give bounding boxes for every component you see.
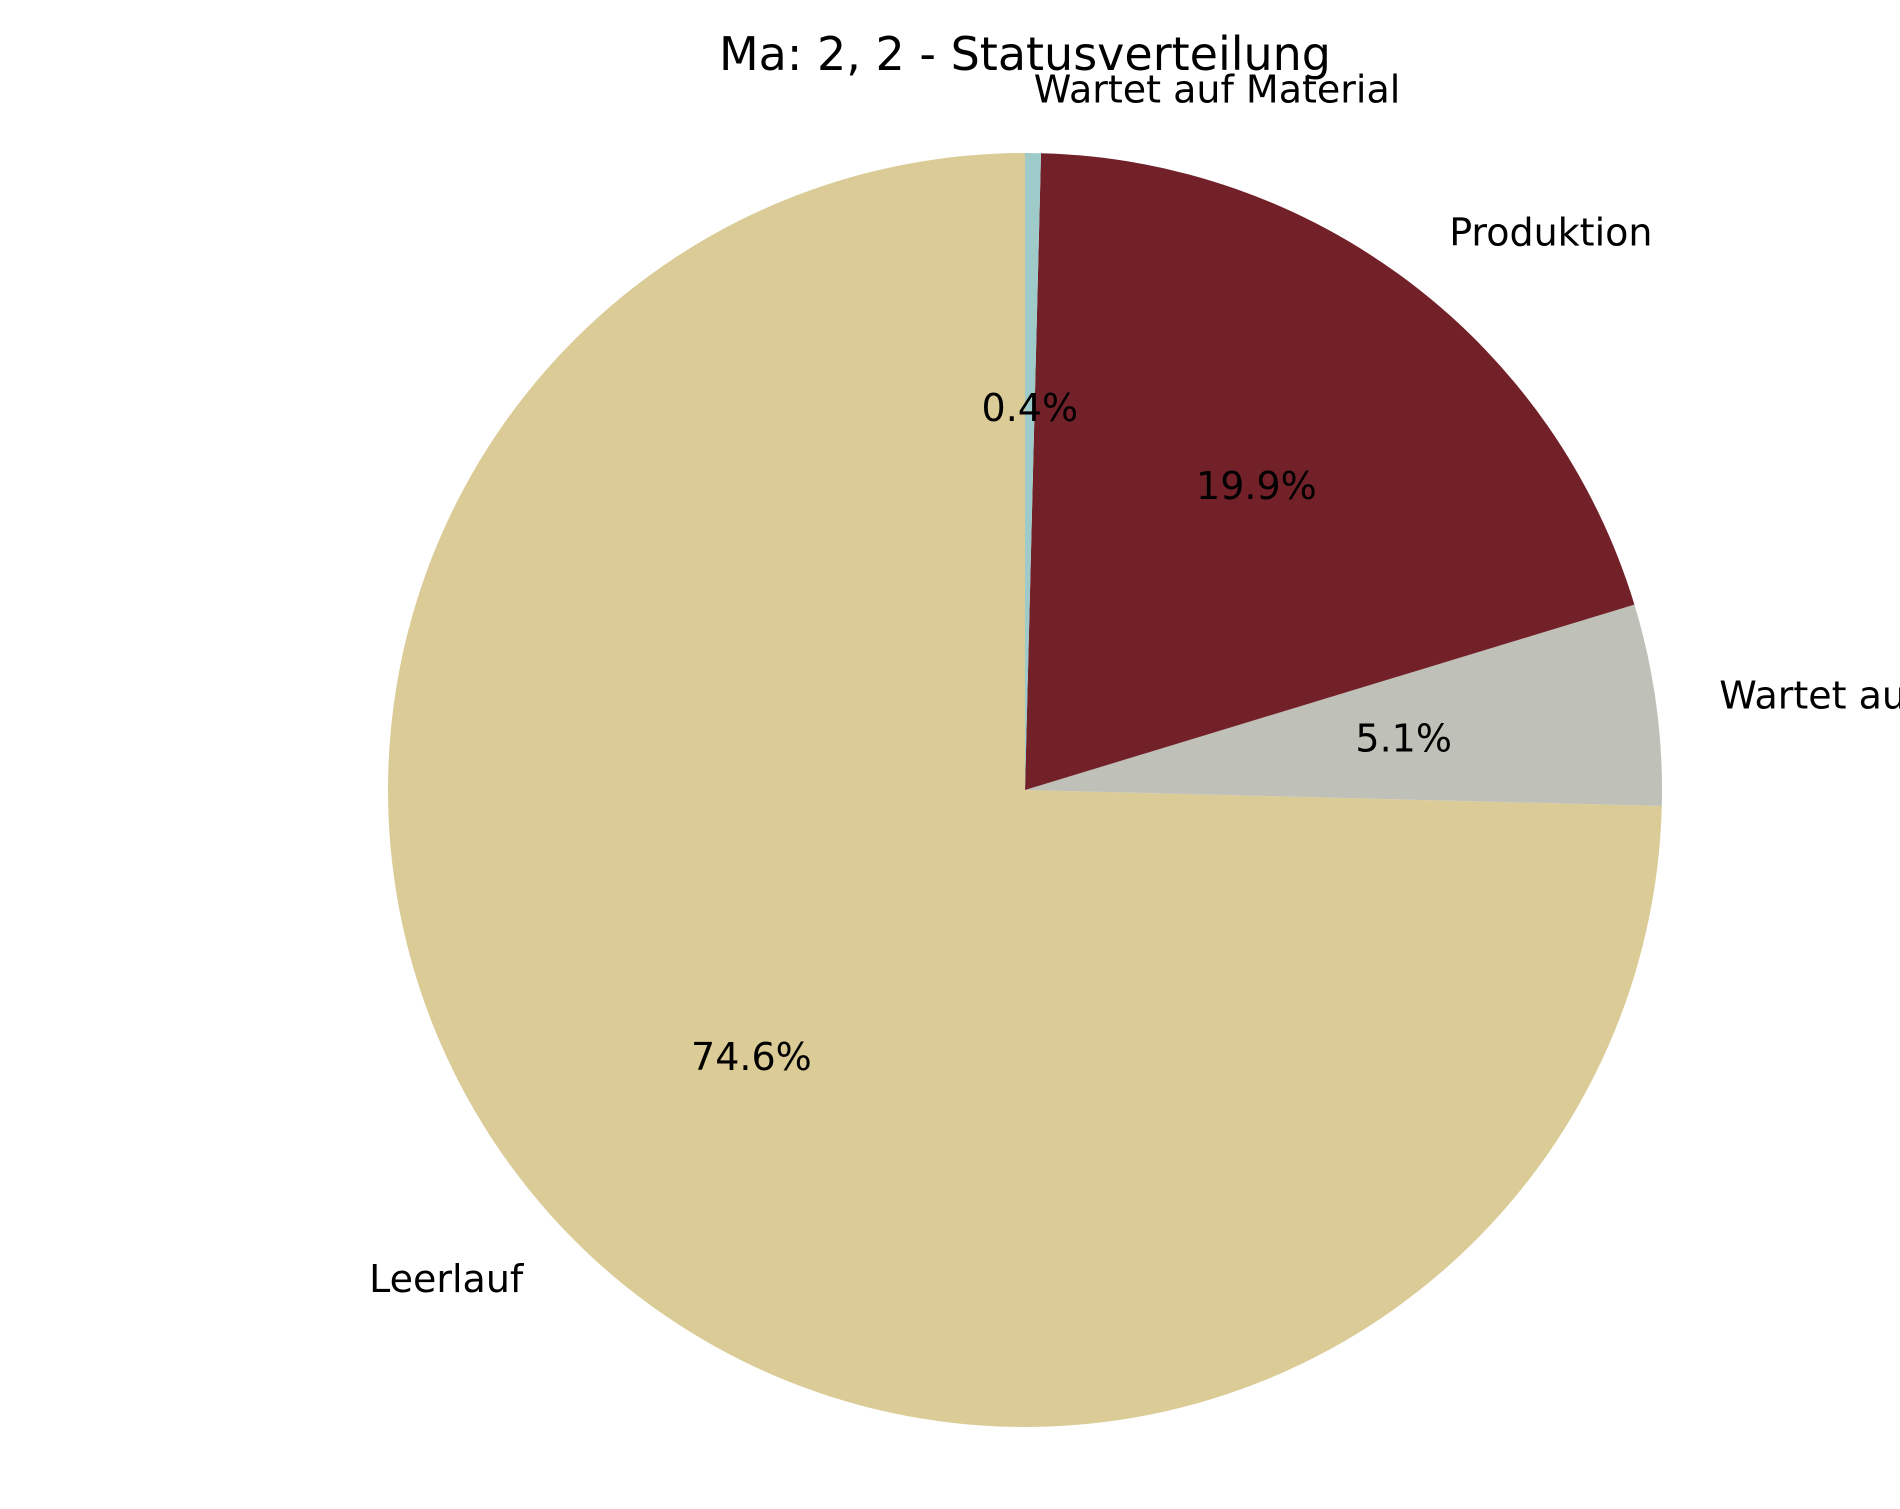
slice-label-1: Wartet auf WR — [1719, 674, 1900, 718]
slice-label-3: Wartet auf Material — [1034, 67, 1401, 111]
pie-slice-1 — [1025, 604, 1663, 807]
pie-slices — [388, 153, 1663, 1427]
pie-slice-2 — [1025, 153, 1635, 790]
slice-percent-2: 19.9% — [1196, 464, 1317, 508]
pie-slice-3 — [1025, 153, 1042, 790]
pie-labels: Leerlauf 74.6% Wartet auf WR 5.1% Produktion… — [369, 67, 1900, 1301]
slice-percent-3: 0.4% — [982, 386, 1079, 430]
slice-label-0: Leerlauf — [369, 1257, 525, 1301]
pie-slice-0 — [388, 153, 1662, 1427]
slice-percent-0: 74.6% — [691, 1035, 812, 1079]
slice-percent-1: 5.1% — [1355, 717, 1452, 761]
chart-title: Ma: 2, 2 - Statusverteilung — [719, 27, 1331, 81]
slice-label-2: Produktion — [1449, 210, 1652, 254]
